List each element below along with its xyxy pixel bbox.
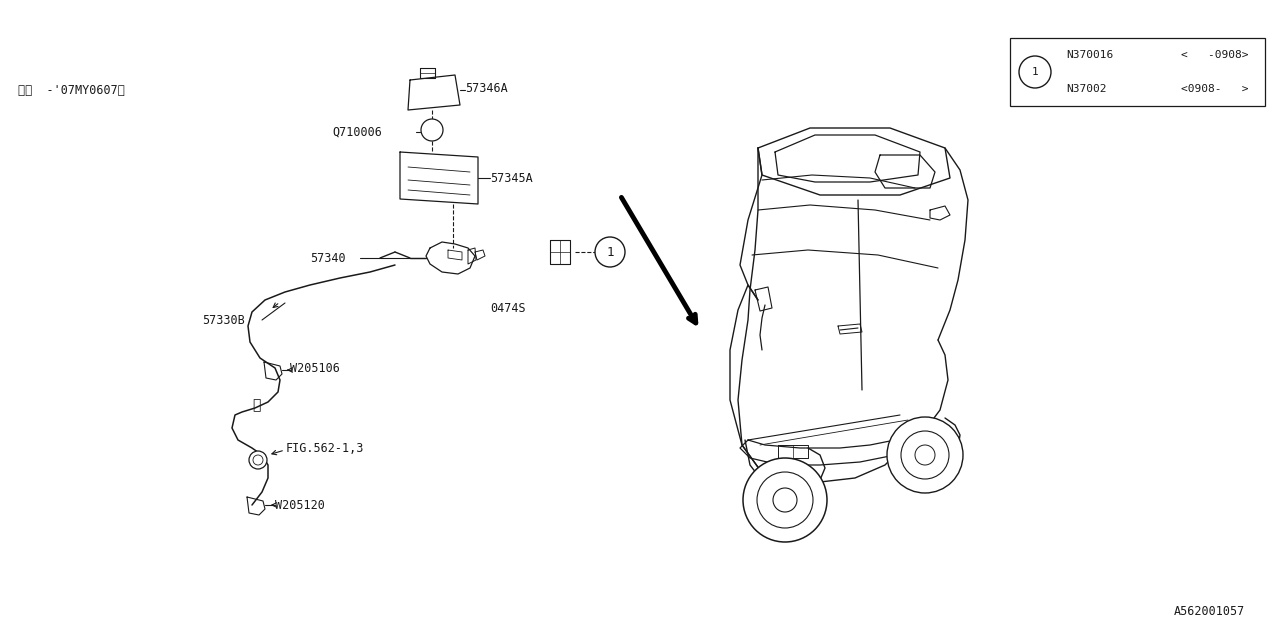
- Circle shape: [1019, 56, 1051, 88]
- Text: 1: 1: [607, 246, 613, 259]
- Circle shape: [887, 417, 963, 493]
- Circle shape: [421, 119, 443, 141]
- Text: N37002: N37002: [1066, 84, 1106, 94]
- Circle shape: [595, 237, 625, 267]
- Circle shape: [901, 431, 948, 479]
- Circle shape: [756, 472, 813, 528]
- Text: 57330B: 57330B: [202, 314, 244, 326]
- Text: FIG.562-1,3: FIG.562-1,3: [285, 442, 365, 454]
- Text: 0474S: 0474S: [490, 301, 526, 314]
- Circle shape: [253, 455, 262, 465]
- Circle shape: [915, 445, 934, 465]
- Text: W205120: W205120: [275, 499, 325, 511]
- Circle shape: [773, 488, 797, 512]
- Text: <0908-   >: <0908- >: [1181, 84, 1248, 94]
- Text: 1: 1: [1032, 67, 1038, 77]
- Text: ※〈  -'07MY0607〉: ※〈 -'07MY0607〉: [18, 83, 125, 97]
- Circle shape: [250, 451, 268, 469]
- Text: A562001057: A562001057: [1174, 605, 1245, 618]
- Text: 57345A: 57345A: [490, 172, 532, 184]
- Text: 57346A: 57346A: [465, 81, 508, 95]
- Text: <   -0908>: < -0908>: [1181, 50, 1248, 60]
- Text: 57340: 57340: [310, 252, 346, 264]
- Text: N370016: N370016: [1066, 50, 1114, 60]
- Text: Q710006: Q710006: [332, 125, 381, 138]
- Circle shape: [742, 458, 827, 542]
- Bar: [1010, 38, 1265, 106]
- Text: ※: ※: [252, 398, 260, 412]
- Text: W205106: W205106: [291, 362, 340, 374]
